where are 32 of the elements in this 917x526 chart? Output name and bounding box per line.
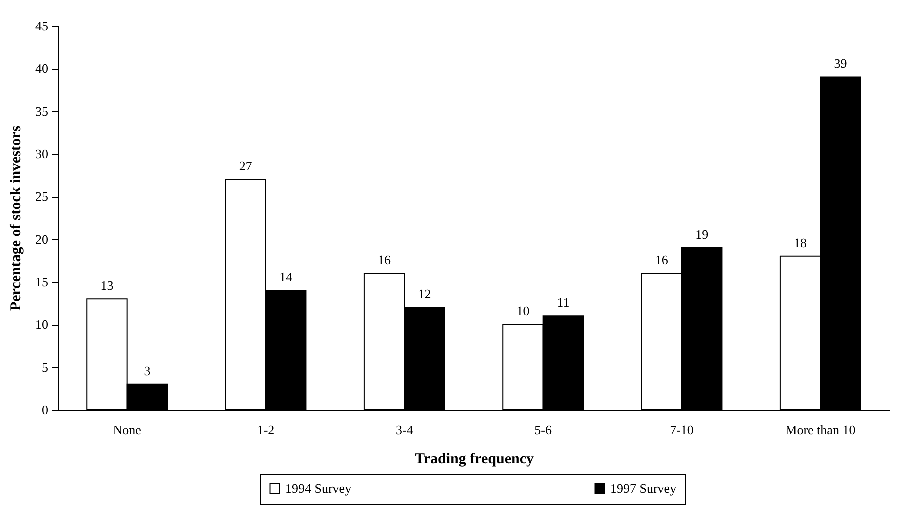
y-tick-label: 0: [42, 402, 48, 418]
y-tick-label: 30: [36, 146, 48, 162]
y-tick-label: 20: [36, 232, 48, 247]
data-label: 11: [557, 295, 570, 310]
y-tick-label: 45: [36, 18, 48, 34]
y-tick-label: 25: [36, 189, 48, 204]
x-tick-label: 3-4: [396, 422, 414, 438]
data-label: 13: [100, 278, 114, 294]
x-tick-label: More than 10: [786, 422, 856, 438]
y-axis-title: Percentage of stock investors: [8, 126, 24, 312]
x-tick-label: 1-2: [257, 422, 275, 438]
data-label: 16: [655, 252, 669, 268]
x-tick-label: None: [113, 422, 142, 438]
data-label: 18: [794, 235, 808, 250]
data-label: 16: [378, 252, 392, 268]
legend-label: 1994 Survey: [286, 480, 352, 496]
x-axis-title: Trading frequency: [414, 452, 535, 468]
y-tick-label: 40: [36, 61, 48, 76]
data-label: 12: [418, 286, 432, 302]
x-tick-label: 7-10: [670, 422, 694, 438]
data-label: 19: [696, 226, 709, 242]
data-label: 3: [144, 363, 151, 378]
y-tick-label: 10: [36, 317, 48, 332]
data-label: 27: [239, 158, 253, 174]
data-label: 14: [280, 270, 294, 285]
data-label: 39: [834, 56, 848, 72]
y-tick-label: 5: [42, 360, 48, 375]
data-label: 10: [516, 304, 530, 319]
y-tick-label: 35: [36, 104, 48, 119]
legend-label: 1997 Survey: [610, 480, 678, 496]
y-tick-label: 15: [36, 274, 48, 290]
x-tick-label: 5-6: [534, 422, 552, 438]
